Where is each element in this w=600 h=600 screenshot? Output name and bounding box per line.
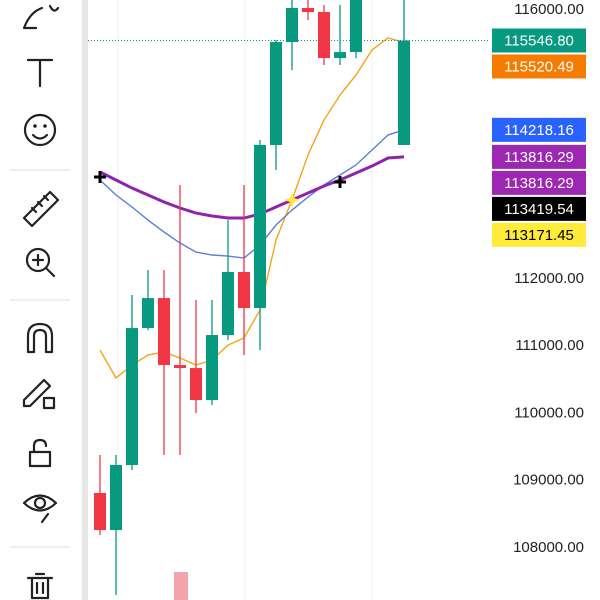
brush-tool[interactable] [22,4,60,30]
price-label-box [492,54,586,79]
text-tool[interactable] [26,58,54,88]
candle-body [334,52,346,59]
price-label: 113171.45 [504,227,574,244]
candle-body [158,298,170,366]
volume-bar [174,572,188,600]
price-label-box [492,117,586,142]
ruler-tool[interactable] [22,190,60,228]
cross-marker [334,176,346,188]
price-label: 115520.49 [504,58,574,75]
candle-body [94,493,106,530]
candle-body [350,0,362,53]
y-tick-label: 108000.00 [513,539,584,556]
price-label-box [492,196,586,221]
price-label: 113816.29 [504,149,574,166]
toolbar-divider [82,0,88,600]
emoji-tool[interactable] [23,113,57,147]
ma-line [99,129,405,259]
delete-tool[interactable] [26,572,54,600]
y-tick-label: 116000.00 [514,1,584,18]
candle-body [318,12,330,59]
star-marker [284,192,300,208]
price-label: 115546.80 [504,32,574,49]
y-tick-label: 109000.00 [513,472,584,489]
candle-body [222,272,234,336]
magnet-tool[interactable] [26,322,54,354]
candle-body [286,8,298,43]
candle-body [238,272,250,309]
candle-body [174,365,186,369]
ma-line [99,37,405,380]
price-label-box [492,28,586,53]
lock-drawing-tool[interactable] [22,378,56,410]
candle-body [110,465,122,530]
unlock-tool[interactable] [28,438,52,468]
candle-body [254,144,266,309]
ma-line [99,155,405,220]
markers [94,171,346,208]
plot [94,0,410,596]
zoom-tool[interactable] [25,247,56,278]
candle-body [302,8,314,13]
cross-marker [94,171,106,183]
toolbar [10,4,70,600]
price-label: 113816.29 [504,175,574,192]
price-label-box [492,222,586,247]
price-label: 113419.54 [504,201,574,218]
price-label: 114218.16 [504,122,574,139]
y-tick-label: 110000.00 [514,404,584,421]
y-tick-label: 111000.00 [515,337,584,354]
y-tick-label: 112000.00 [514,270,584,287]
candle-body [126,328,138,466]
visibility-tool[interactable] [22,494,58,524]
candle-body [398,40,410,145]
price-label-box [492,170,586,195]
candle-body [190,368,202,401]
price-label-box [492,144,586,169]
candle-body [142,298,154,329]
candle-body [206,335,218,401]
candle-body [270,42,282,145]
